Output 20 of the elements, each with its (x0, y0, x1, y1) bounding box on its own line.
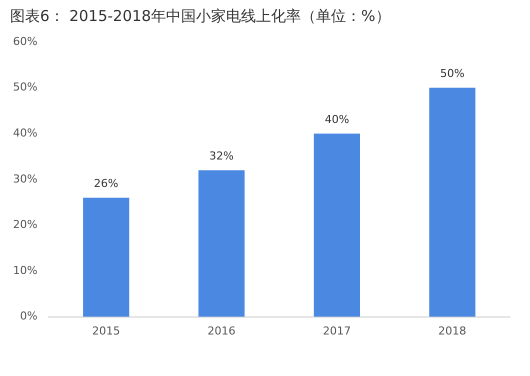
bar (429, 88, 476, 317)
y-tick-label: 50% (12, 80, 38, 94)
x-tick-label: 2015 (92, 324, 120, 338)
y-tick-label: 60% (12, 34, 38, 48)
x-tick-label: 2017 (322, 324, 351, 338)
bar (83, 198, 130, 317)
y-tick-label: 20% (12, 218, 38, 232)
data-label: 26% (94, 177, 118, 190)
data-label: 40% (324, 112, 350, 126)
y-tick-label: 10% (12, 264, 38, 277)
chart-title: 图表6： 2015-2018年中国小家电线上化率（单位：%） (10, 6, 390, 25)
data-label: 32% (209, 150, 234, 163)
x-tick-label: 2016 (208, 324, 236, 338)
bar (314, 134, 360, 317)
y-tick-label: 30% (12, 172, 38, 186)
y-tick-label: 0% (20, 310, 38, 323)
x-tick-label: 2018 (438, 324, 466, 338)
y-tick-label: 40% (12, 126, 38, 140)
data-label: 50% (440, 67, 465, 80)
bar (198, 170, 245, 317)
